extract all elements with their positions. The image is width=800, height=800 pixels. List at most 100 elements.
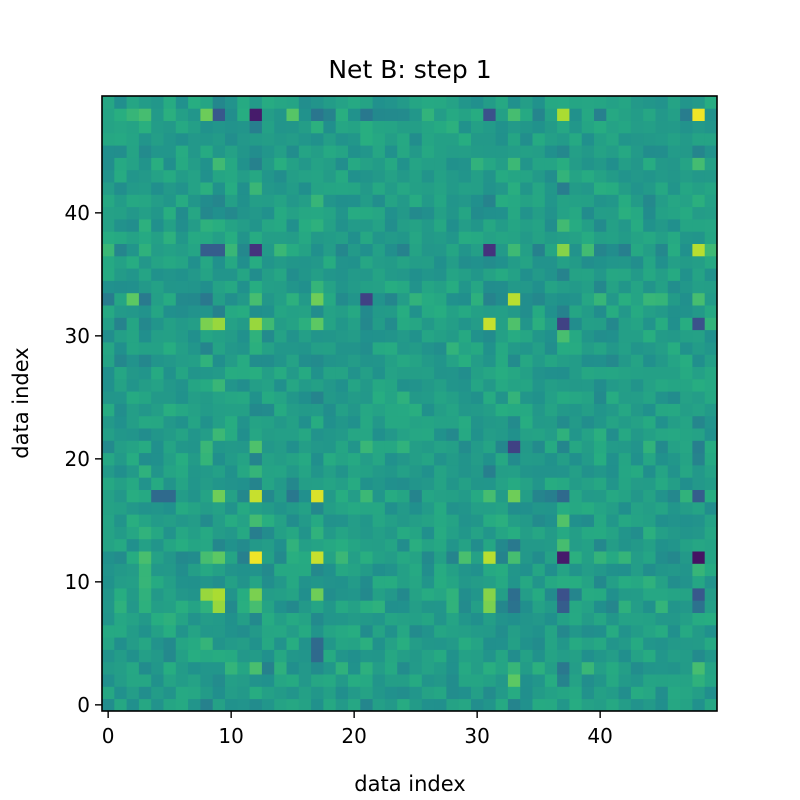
heatmap-cell	[581, 280, 595, 294]
heatmap-cell	[704, 108, 718, 121]
heatmap-cell	[643, 538, 656, 552]
heatmap-cell	[335, 661, 349, 675]
heatmap-cell	[200, 354, 214, 367]
heatmap-cell	[200, 120, 214, 134]
heatmap-cell	[655, 428, 669, 441]
heatmap-cell	[434, 342, 447, 355]
heatmap-cell	[581, 440, 595, 454]
heatmap-cell	[274, 428, 287, 441]
heatmap-cell	[532, 108, 546, 121]
heatmap-cell	[532, 588, 546, 601]
heatmap-cell	[188, 194, 201, 208]
heatmap-cell	[618, 526, 632, 540]
heatmap-cell	[311, 219, 324, 232]
heatmap-cell	[138, 132, 152, 146]
heatmap-cell	[667, 132, 681, 146]
heatmap-cell	[594, 440, 607, 454]
heatmap-cell	[483, 280, 496, 294]
heatmap-cell	[163, 354, 177, 367]
heatmap-cell	[483, 637, 496, 650]
heatmap-cell	[261, 366, 275, 380]
heatmap-cell	[557, 268, 570, 281]
heatmap-cell	[704, 674, 718, 687]
heatmap-cell	[286, 526, 300, 540]
heatmap-cell	[704, 391, 718, 404]
heatmap-cell	[237, 612, 250, 626]
heatmap-cell	[261, 428, 275, 441]
heatmap-cell	[151, 538, 164, 552]
heatmap-cell	[495, 317, 509, 331]
heatmap-cell	[261, 600, 275, 613]
heatmap-cell	[446, 698, 460, 712]
heatmap-cell	[274, 661, 287, 675]
heatmap-cell	[286, 342, 300, 355]
heatmap-cell	[643, 600, 656, 613]
heatmap-cell	[151, 169, 164, 183]
heatmap-cell	[520, 120, 533, 134]
heatmap-cell	[618, 698, 632, 712]
heatmap-cell	[569, 280, 583, 294]
heatmap-cell	[680, 551, 693, 564]
heatmap-cell	[421, 145, 435, 158]
heatmap-cell	[667, 219, 681, 232]
heatmap-cell	[261, 514, 275, 527]
heatmap-cell	[335, 415, 349, 429]
heatmap-cell	[655, 403, 669, 417]
heatmap-cell	[458, 452, 472, 466]
heatmap-cell	[249, 378, 263, 392]
heatmap-cell	[274, 206, 287, 220]
heatmap-cell	[520, 157, 533, 171]
heatmap-cell	[225, 489, 238, 503]
heatmap-cell	[298, 391, 312, 404]
heatmap-cell	[335, 649, 349, 663]
heatmap-cell	[249, 317, 263, 331]
heatmap-cell	[397, 231, 410, 244]
heatmap-cell	[569, 342, 583, 355]
heatmap-cell	[274, 157, 287, 171]
heatmap-cell	[507, 219, 521, 232]
heatmap-cell	[507, 477, 521, 490]
heatmap-cell	[692, 489, 706, 503]
heatmap-cell	[286, 649, 300, 663]
heatmap-cell	[495, 612, 509, 626]
heatmap-cell	[274, 219, 287, 232]
heatmap-cell	[704, 366, 718, 380]
heatmap-cell	[188, 514, 201, 527]
heatmap-cell	[507, 268, 521, 281]
heatmap-cell	[397, 145, 410, 158]
heatmap-cell	[298, 280, 312, 294]
heatmap-cell	[175, 637, 189, 650]
heatmap-cell	[507, 317, 521, 331]
heatmap-cell	[520, 317, 533, 331]
heatmap-cell	[532, 169, 546, 183]
heatmap-cell	[495, 194, 509, 208]
heatmap-cell	[483, 575, 496, 589]
heatmap-cell	[495, 329, 509, 343]
heatmap-cell	[495, 354, 509, 367]
heatmap-cell	[446, 182, 460, 195]
heatmap-cell	[532, 612, 546, 626]
heatmap-cell	[311, 329, 324, 343]
heatmap-cell	[311, 194, 324, 208]
heatmap-cell	[581, 698, 595, 712]
heatmap-cell	[532, 477, 546, 490]
heatmap-cell	[618, 169, 632, 183]
heatmap-cell	[384, 465, 398, 478]
heatmap-cell	[138, 317, 152, 331]
x-tick-label: 10	[218, 724, 243, 748]
heatmap-cell	[384, 538, 398, 552]
heatmap-cell	[151, 342, 164, 355]
heatmap-cell	[667, 194, 681, 208]
heatmap-cell	[434, 465, 447, 478]
heatmap-cell	[630, 206, 644, 220]
heatmap-cell	[704, 194, 718, 208]
heatmap-cell	[261, 612, 275, 626]
heatmap-cell	[483, 501, 496, 515]
heatmap-cell	[594, 661, 607, 675]
heatmap-cell	[655, 526, 669, 540]
heatmap-cell	[606, 674, 619, 687]
heatmap-cell	[630, 428, 644, 441]
heatmap-cell	[200, 305, 214, 318]
heatmap-cell	[188, 231, 201, 244]
heatmap-cell	[471, 366, 484, 380]
